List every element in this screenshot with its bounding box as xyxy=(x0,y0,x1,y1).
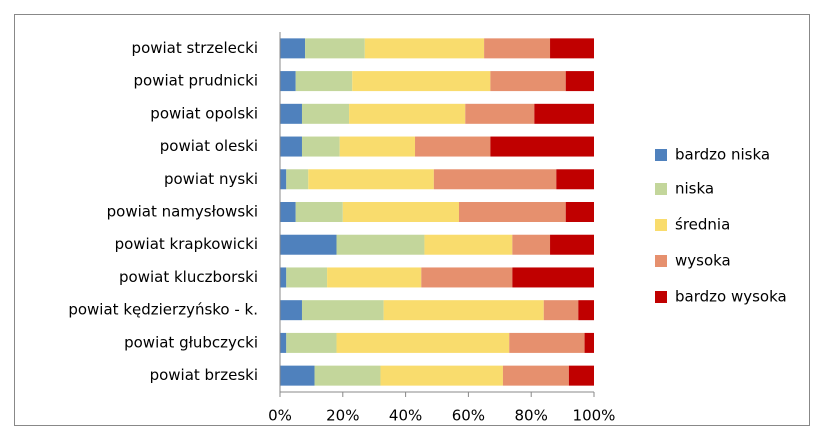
y-tick-label: powiat kluczborski xyxy=(119,268,258,286)
legend-swatch xyxy=(655,255,667,267)
legend-label: bardzo niska xyxy=(675,146,770,164)
y-tick-label: powiat brzeski xyxy=(150,366,258,384)
bar-segment xyxy=(512,234,551,255)
bar-segment xyxy=(364,38,485,59)
bar-segment xyxy=(534,103,594,124)
bar-segment xyxy=(280,365,315,386)
bar-segment xyxy=(301,136,340,157)
bar-segment xyxy=(512,267,594,288)
bar-segment xyxy=(336,234,425,255)
x-tick-label: 20% xyxy=(326,407,359,425)
bar-segment xyxy=(301,300,384,321)
bar-segment xyxy=(550,234,594,255)
legend-label: wysoka xyxy=(675,252,731,270)
bar-segment xyxy=(433,169,557,190)
bar-segment xyxy=(421,267,513,288)
bar-segment xyxy=(584,332,594,353)
legend-label: bardzo wysoka xyxy=(675,288,787,306)
y-tick-label: powiat namysłowski xyxy=(107,203,258,221)
bar-segment xyxy=(280,103,302,124)
y-tick-label: powiat kędzierzyńsko - k. xyxy=(68,301,258,319)
x-tick-label: 0% xyxy=(268,407,292,425)
bar-segment xyxy=(556,169,594,190)
y-tick-label: powiat prudnicki xyxy=(134,72,258,90)
bar-segment xyxy=(415,136,491,157)
bar-segment xyxy=(383,300,544,321)
bar-segment xyxy=(565,202,594,222)
bar-segment xyxy=(314,365,381,386)
bar-segment xyxy=(490,71,566,92)
bar-segment xyxy=(305,38,365,59)
bar-segment xyxy=(286,169,309,190)
bar-segment xyxy=(280,234,337,255)
bar-segment xyxy=(352,71,491,92)
bar-segment xyxy=(280,169,287,190)
bar-segment xyxy=(280,300,302,321)
bar-segment xyxy=(509,332,585,353)
x-tick-label: 60% xyxy=(452,407,485,425)
bar-segment xyxy=(349,103,466,124)
bar-segment xyxy=(543,300,579,321)
bar-segment xyxy=(336,332,510,353)
bar-segment xyxy=(280,202,296,222)
bar-segment xyxy=(301,103,350,124)
y-tick-label: powiat oleski xyxy=(160,137,258,155)
x-tick-label: 40% xyxy=(389,407,422,425)
bar-segment xyxy=(484,38,551,59)
legend-label: niska xyxy=(675,180,714,198)
legend-label: średnia xyxy=(675,216,730,234)
bar-segment xyxy=(458,202,566,222)
bar-segment xyxy=(550,38,594,59)
bar-segment xyxy=(295,202,343,222)
bar-segment xyxy=(327,267,422,288)
bar-segment xyxy=(578,300,594,321)
bar-segment xyxy=(465,103,535,124)
y-tick-label: powiat strzelecki xyxy=(132,39,258,57)
y-tick-label: powiat opolski xyxy=(150,104,258,122)
legend-swatch xyxy=(655,291,667,303)
legend-swatch xyxy=(655,183,667,195)
bar-segment xyxy=(565,71,594,92)
bar-segment xyxy=(424,234,513,255)
y-tick-label: powiat głubczycki xyxy=(124,333,258,351)
bar-segment xyxy=(286,267,328,288)
bar-segment xyxy=(280,38,306,59)
bar-segment xyxy=(286,332,337,353)
bar-segment xyxy=(502,365,569,386)
legend-swatch xyxy=(655,149,667,161)
bar-segment xyxy=(568,365,594,386)
bar-segment xyxy=(280,71,296,92)
y-tick-label: powiat krapkowicki xyxy=(115,235,258,253)
bar-segment xyxy=(280,267,287,288)
bar-segment xyxy=(339,136,416,157)
bar-segment xyxy=(342,202,459,222)
bar-segment xyxy=(280,136,302,157)
bar-segment xyxy=(380,365,503,386)
bar-segment xyxy=(280,332,287,353)
bar-segment xyxy=(490,136,594,157)
x-tick-label: 100% xyxy=(573,407,616,425)
x-tick-label: 80% xyxy=(515,407,548,425)
bar-segment xyxy=(295,71,353,92)
bar-segment xyxy=(308,169,434,190)
legend-swatch xyxy=(655,219,667,231)
y-tick-label: powiat nyski xyxy=(164,170,258,188)
